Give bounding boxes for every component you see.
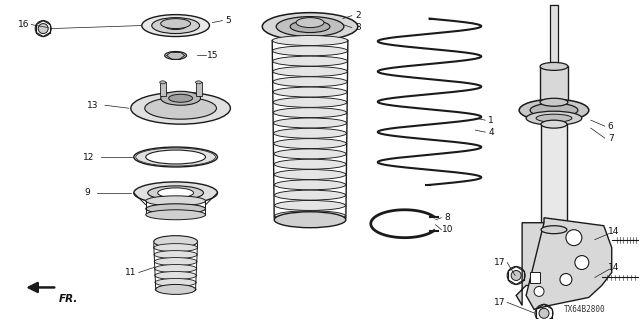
Ellipse shape <box>131 92 230 124</box>
Ellipse shape <box>160 81 166 84</box>
Circle shape <box>560 274 572 285</box>
Ellipse shape <box>275 190 346 200</box>
Ellipse shape <box>536 114 572 122</box>
Ellipse shape <box>272 36 348 45</box>
Ellipse shape <box>154 265 196 273</box>
Polygon shape <box>516 223 544 305</box>
Ellipse shape <box>154 258 197 266</box>
Circle shape <box>38 24 48 34</box>
Ellipse shape <box>262 13 358 41</box>
Circle shape <box>566 230 582 246</box>
Ellipse shape <box>273 97 347 107</box>
Text: 12: 12 <box>83 153 95 162</box>
Bar <box>540 67 568 102</box>
Text: 17: 17 <box>493 298 505 307</box>
Bar <box>550 5 558 67</box>
Text: 8: 8 <box>445 213 451 222</box>
Ellipse shape <box>154 236 198 248</box>
Ellipse shape <box>274 149 346 159</box>
Ellipse shape <box>155 278 196 286</box>
Ellipse shape <box>161 91 200 105</box>
Ellipse shape <box>530 103 578 117</box>
Ellipse shape <box>540 98 568 106</box>
Ellipse shape <box>526 111 582 125</box>
Text: FR.: FR. <box>59 294 79 304</box>
Ellipse shape <box>148 186 204 200</box>
Ellipse shape <box>275 200 346 211</box>
Ellipse shape <box>152 18 200 34</box>
Text: 13: 13 <box>87 101 99 110</box>
Circle shape <box>539 308 549 318</box>
Ellipse shape <box>273 67 348 76</box>
Text: 1: 1 <box>488 116 494 125</box>
Text: 3: 3 <box>355 23 361 32</box>
Ellipse shape <box>142 15 209 36</box>
Ellipse shape <box>164 52 187 60</box>
Text: 10: 10 <box>442 225 453 234</box>
Ellipse shape <box>296 18 324 28</box>
Text: 6: 6 <box>608 122 614 131</box>
Ellipse shape <box>273 46 348 56</box>
Text: 14: 14 <box>608 263 620 272</box>
Ellipse shape <box>134 147 218 167</box>
Ellipse shape <box>519 99 589 121</box>
Text: 17: 17 <box>493 258 505 267</box>
Text: 5: 5 <box>225 16 231 25</box>
Text: 16: 16 <box>17 20 29 29</box>
Ellipse shape <box>274 159 346 169</box>
Ellipse shape <box>273 56 348 66</box>
Ellipse shape <box>146 150 205 164</box>
Bar <box>530 271 540 284</box>
Ellipse shape <box>145 97 216 119</box>
Ellipse shape <box>169 94 193 102</box>
Bar <box>196 82 202 96</box>
Circle shape <box>534 286 544 296</box>
Polygon shape <box>526 218 612 309</box>
Circle shape <box>511 270 521 280</box>
Text: 4: 4 <box>488 128 494 137</box>
Ellipse shape <box>273 77 348 87</box>
Circle shape <box>575 256 589 269</box>
Ellipse shape <box>273 108 347 118</box>
Text: TX64B2800: TX64B2800 <box>564 305 605 314</box>
Ellipse shape <box>275 180 346 190</box>
Ellipse shape <box>156 285 196 293</box>
Ellipse shape <box>273 128 346 138</box>
Ellipse shape <box>134 182 218 204</box>
Ellipse shape <box>154 251 197 259</box>
Bar <box>541 124 567 230</box>
Bar <box>160 82 166 96</box>
Ellipse shape <box>541 120 567 128</box>
Ellipse shape <box>154 244 198 252</box>
Ellipse shape <box>541 226 567 234</box>
Ellipse shape <box>290 20 330 33</box>
Text: 7: 7 <box>608 133 614 143</box>
Ellipse shape <box>146 196 205 206</box>
Ellipse shape <box>155 271 196 279</box>
Ellipse shape <box>273 87 347 97</box>
Ellipse shape <box>540 62 568 70</box>
Ellipse shape <box>273 118 347 128</box>
Text: 11: 11 <box>125 268 136 277</box>
Ellipse shape <box>275 211 346 221</box>
Text: 14: 14 <box>608 227 620 236</box>
Ellipse shape <box>274 212 346 228</box>
Text: 9: 9 <box>84 188 90 197</box>
Ellipse shape <box>274 170 346 180</box>
Ellipse shape <box>146 210 205 220</box>
Ellipse shape <box>146 204 205 214</box>
Ellipse shape <box>196 81 202 84</box>
Text: 15: 15 <box>207 51 218 60</box>
Text: 2: 2 <box>355 11 361 20</box>
Ellipse shape <box>274 139 346 148</box>
Ellipse shape <box>157 188 193 198</box>
Ellipse shape <box>164 22 187 29</box>
Ellipse shape <box>156 284 196 294</box>
Ellipse shape <box>161 19 191 28</box>
Ellipse shape <box>276 17 344 36</box>
